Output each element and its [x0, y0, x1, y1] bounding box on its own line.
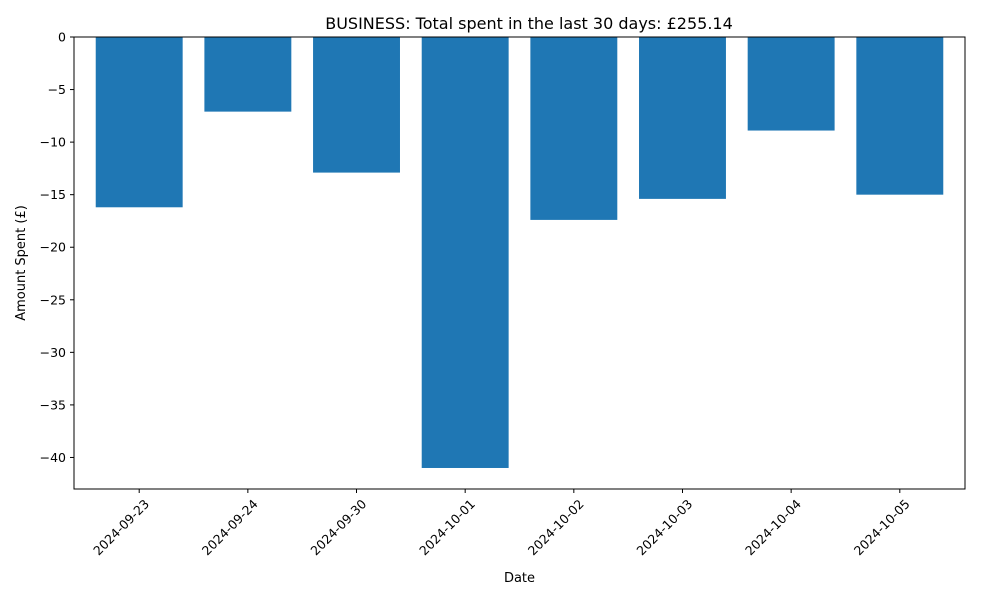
x-tick-label: 2024-09-24: [199, 496, 261, 558]
x-tick-label: 2024-10-03: [633, 496, 695, 558]
y-tick-label: −10: [40, 135, 66, 150]
y-tick-label: −30: [40, 345, 66, 360]
x-tick-label: 2024-10-04: [742, 496, 804, 558]
y-tick-label: −20: [40, 240, 66, 255]
bar-2024-10-02: [530, 37, 618, 220]
y-tick-label: −40: [40, 450, 66, 465]
chart-title: BUSINESS: Total spent in the last 30 day…: [325, 14, 733, 33]
y-tick-label: 0: [58, 30, 66, 45]
x-tick-label: 2024-09-30: [307, 496, 369, 558]
bar-2024-09-23: [95, 37, 183, 208]
bar-2024-10-01: [421, 37, 509, 468]
x-tick-label: 2024-10-02: [525, 496, 587, 558]
x-tick-label: 2024-09-23: [90, 496, 152, 558]
bars-group: [95, 37, 944, 468]
x-axis-title: Date: [504, 571, 535, 586]
y-tick-label: −5: [48, 82, 66, 97]
y-tick-label: −25: [40, 292, 66, 307]
plot-frame: [73, 36, 966, 490]
y-axis-title: Amount Spent (£): [14, 205, 29, 321]
bar-2024-10-03: [639, 37, 726, 199]
y-tick-label: −15: [40, 187, 66, 202]
x-tick-label: 2024-10-05: [851, 496, 913, 558]
bar-2024-10-05: [856, 37, 944, 195]
y-tick-label: −35: [40, 397, 66, 412]
x-tick-label: 2024-10-01: [416, 496, 478, 558]
bar-2024-09-30: [313, 37, 400, 173]
bar-2024-09-24: [204, 37, 292, 112]
x-axis: 2024-09-23 2024-09-24 2024-09-30 2024-10-01…: [90, 489, 913, 558]
bar-2024-10-04: [747, 37, 835, 131]
y-axis: 0 −5 −10 −15 −20 −25 −30 −35 −40: [40, 30, 74, 465]
